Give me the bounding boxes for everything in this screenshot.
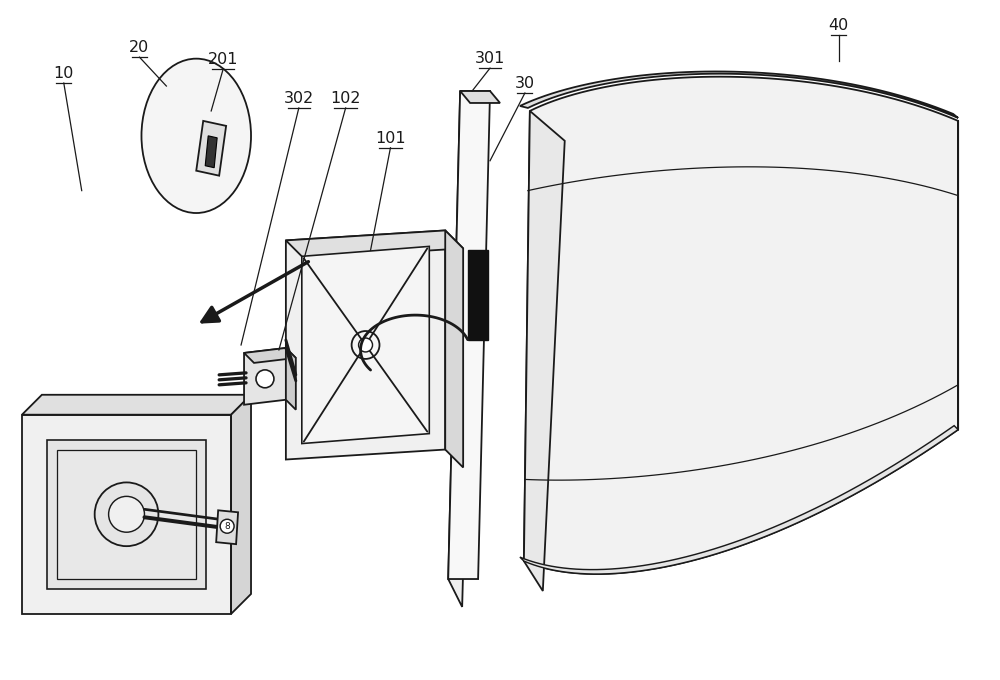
Text: 30: 30 bbox=[515, 76, 535, 91]
Circle shape bbox=[256, 370, 274, 388]
Polygon shape bbox=[57, 449, 196, 579]
Polygon shape bbox=[286, 348, 296, 410]
Circle shape bbox=[109, 496, 144, 532]
Polygon shape bbox=[468, 250, 488, 340]
Polygon shape bbox=[286, 231, 445, 460]
Polygon shape bbox=[22, 415, 231, 614]
Polygon shape bbox=[445, 231, 463, 467]
Polygon shape bbox=[520, 426, 958, 574]
Polygon shape bbox=[244, 348, 296, 363]
Polygon shape bbox=[448, 91, 490, 579]
Polygon shape bbox=[520, 71, 958, 118]
Polygon shape bbox=[302, 246, 429, 443]
Polygon shape bbox=[286, 231, 463, 258]
Text: 8: 8 bbox=[224, 522, 230, 530]
Text: 301: 301 bbox=[475, 51, 505, 66]
Polygon shape bbox=[216, 510, 238, 544]
Polygon shape bbox=[524, 77, 958, 574]
Circle shape bbox=[220, 520, 234, 533]
Polygon shape bbox=[205, 136, 217, 168]
Text: 302: 302 bbox=[284, 91, 314, 106]
Text: 10: 10 bbox=[54, 66, 74, 81]
Polygon shape bbox=[524, 111, 565, 591]
Polygon shape bbox=[448, 91, 475, 607]
Text: 201: 201 bbox=[208, 52, 238, 67]
Polygon shape bbox=[47, 439, 206, 589]
Polygon shape bbox=[231, 395, 251, 614]
Polygon shape bbox=[196, 121, 226, 175]
Polygon shape bbox=[22, 395, 251, 415]
Text: 102: 102 bbox=[330, 91, 361, 106]
Polygon shape bbox=[244, 348, 286, 405]
Text: 40: 40 bbox=[828, 18, 849, 33]
Circle shape bbox=[95, 482, 158, 546]
Circle shape bbox=[359, 338, 373, 352]
Text: 20: 20 bbox=[129, 40, 150, 55]
Polygon shape bbox=[460, 91, 500, 103]
Text: 101: 101 bbox=[375, 131, 406, 146]
Ellipse shape bbox=[141, 58, 251, 213]
